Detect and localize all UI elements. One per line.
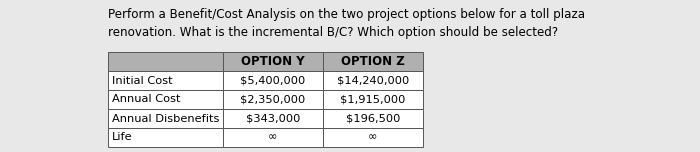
Bar [323, 109, 423, 128]
Text: Initial Cost: Initial Cost [112, 76, 173, 85]
Bar [108, 71, 223, 90]
Bar [108, 52, 223, 71]
Bar [223, 90, 323, 109]
Bar [223, 109, 323, 128]
Text: ∞: ∞ [368, 133, 378, 143]
Text: ∞: ∞ [268, 133, 278, 143]
Bar [108, 109, 223, 128]
Text: Annual Disbenefits: Annual Disbenefits [112, 114, 219, 123]
Bar [223, 52, 323, 71]
Text: $1,915,000: $1,915,000 [340, 95, 406, 105]
Text: $14,240,000: $14,240,000 [337, 76, 409, 85]
Bar [323, 90, 423, 109]
Text: $196,500: $196,500 [346, 114, 400, 123]
Bar [323, 52, 423, 71]
Text: Annual Cost: Annual Cost [112, 95, 181, 105]
Text: $2,350,000: $2,350,000 [240, 95, 306, 105]
Bar [108, 128, 223, 147]
Bar [223, 128, 323, 147]
Text: $343,000: $343,000 [246, 114, 300, 123]
Bar [323, 128, 423, 147]
Bar [223, 71, 323, 90]
Text: Perform a Benefit/Cost Analysis on the two project options below for a toll plaz: Perform a Benefit/Cost Analysis on the t… [108, 8, 585, 21]
Text: renovation. What is the incremental B/C? Which option should be selected?: renovation. What is the incremental B/C?… [108, 26, 558, 39]
Bar [108, 90, 223, 109]
Text: OPTION Y: OPTION Y [241, 55, 304, 68]
Text: Life: Life [112, 133, 132, 143]
Bar [323, 71, 423, 90]
Text: $5,400,000: $5,400,000 [240, 76, 306, 85]
Text: OPTION Z: OPTION Z [341, 55, 405, 68]
